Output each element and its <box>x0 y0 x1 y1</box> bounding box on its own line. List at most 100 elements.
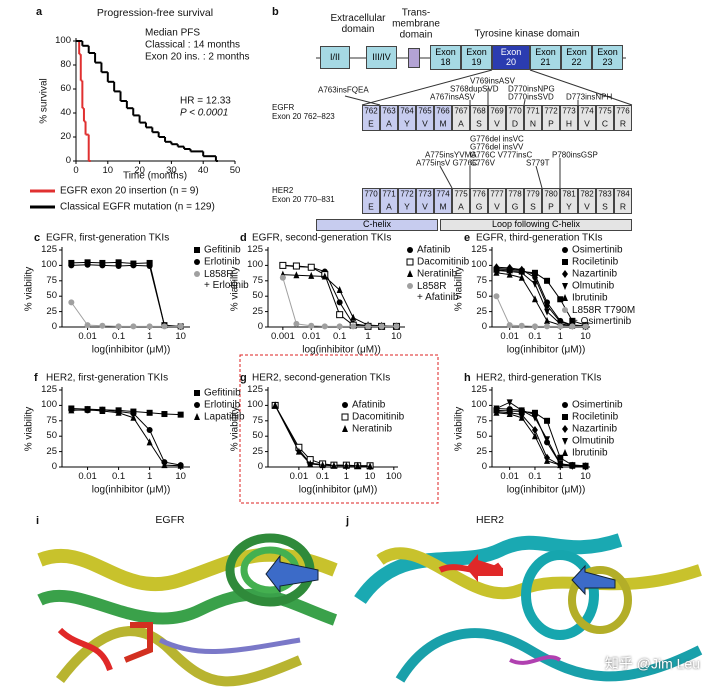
x-tick-label: 10 <box>580 330 591 342</box>
marker <box>99 262 106 269</box>
y-axis-label: % viability <box>453 266 465 311</box>
x-axis-label: log(inhibitor (μM)) <box>506 484 586 496</box>
marker <box>569 461 576 469</box>
residue-cell <box>506 105 524 131</box>
marker <box>518 407 525 415</box>
marker <box>582 462 589 470</box>
x-tick-label: 10 <box>391 330 402 342</box>
marker <box>367 462 374 470</box>
marker <box>84 261 91 268</box>
residue-cell <box>362 188 380 214</box>
residue-letter: S <box>602 201 608 212</box>
annotation: Exon 20 ins. : 2 months <box>145 51 250 63</box>
legend-marker <box>562 283 568 290</box>
residue-number: 775 <box>454 189 468 199</box>
residue-cell <box>434 188 452 214</box>
marker <box>130 262 137 269</box>
residue-cell <box>452 188 470 214</box>
legend-marker <box>341 413 349 421</box>
y-tick-label: 0 <box>257 460 263 472</box>
marker <box>531 295 538 303</box>
residue-number: 767 <box>454 106 468 116</box>
panel-title: HER2 <box>475 514 505 527</box>
region-bar: C-helix <box>316 219 438 231</box>
legend-label: Olmutinib <box>572 435 615 447</box>
legend-marker <box>562 402 568 408</box>
residue-number: 773 <box>562 106 576 116</box>
x-tick-label: 0 <box>73 164 79 176</box>
legend-marker <box>407 270 413 277</box>
y-tick-label: 50 <box>46 429 57 441</box>
y-tick-label: 50 <box>252 429 263 441</box>
residue-letter: A <box>386 201 392 212</box>
marker <box>544 316 551 324</box>
residue-letter: A <box>458 201 464 212</box>
marker <box>68 406 75 414</box>
insertion-label: G776C V777insC <box>470 150 533 160</box>
residue-letter: V <box>422 201 428 212</box>
residue-number: 782 <box>580 189 594 199</box>
dose-curve <box>496 412 586 467</box>
legend-marker <box>194 413 200 420</box>
residue-number: 764 <box>400 106 414 116</box>
domain-header: Tyrosine kinase domain <box>474 28 580 40</box>
marker <box>365 323 372 330</box>
residue-number: 770 <box>364 189 378 199</box>
marker <box>279 274 286 281</box>
legend-label: Osimertinib <box>572 244 623 256</box>
marker <box>531 426 538 435</box>
residue-number: 766 <box>436 106 450 116</box>
insertion-label: D773insNPH <box>566 92 613 102</box>
legend-label: Erlotinib <box>204 399 241 411</box>
marker <box>146 427 153 434</box>
x-tick-label: 0.1 <box>316 470 330 482</box>
panel-letter: a <box>36 5 43 18</box>
residue-cell <box>380 105 398 131</box>
x-tick-label: 0.01 <box>289 470 309 482</box>
legend-label: Neratinib <box>417 268 458 280</box>
y-tick-label: 0 <box>257 320 263 332</box>
y-tick-label: 100 <box>471 399 487 411</box>
residue-number: 772 <box>400 189 414 199</box>
row-label: HER2 Exon 20 770–831 <box>272 186 335 204</box>
exon-box: Exon 23 <box>592 45 623 70</box>
panel-letter: c <box>34 231 41 244</box>
residue-letter: M <box>439 118 447 129</box>
x-tick-label: 0.1 <box>111 330 126 342</box>
y-tick-label: 25 <box>476 305 487 317</box>
marker <box>531 280 538 288</box>
legend-label: L858R + Erlotinib <box>204 268 249 291</box>
marker <box>84 322 91 329</box>
residue-letter: C <box>601 118 609 129</box>
legend-label: Afatinib <box>417 244 451 256</box>
marker <box>544 417 551 424</box>
domain-box: I/II <box>320 46 350 69</box>
marker <box>146 259 153 266</box>
legend-label: Ibrutinib <box>572 292 608 304</box>
legend-label: L858R T790M + Osimertinib <box>572 304 636 327</box>
y-tick-label: 25 <box>46 445 57 457</box>
residue-number: 776 <box>472 189 486 199</box>
y-tick-label: 75 <box>476 274 487 286</box>
marker <box>544 308 551 316</box>
x-axis-label: log(inhibitor (μM)) <box>91 344 171 356</box>
marker <box>544 323 551 330</box>
marker <box>319 461 326 469</box>
residue-number: 784 <box>616 189 630 199</box>
panel-letter: d <box>240 231 247 244</box>
residue-letter: A <box>458 118 464 129</box>
residue-number: 783 <box>598 189 612 199</box>
legend-marker <box>194 402 200 408</box>
y-tick-label: 75 <box>252 414 263 426</box>
x-axis-label: log(inhibitor (μM)) <box>91 484 171 496</box>
chart-title: HER2, second-generation TKIs <box>252 372 391 384</box>
legend-label: Ibrutinib <box>572 447 608 459</box>
marker <box>146 438 153 446</box>
annotation: HR = 12.33 <box>180 95 231 107</box>
insertion-label: A767insASV <box>430 92 475 102</box>
y-tick-label: 75 <box>252 274 263 286</box>
residue-cell <box>542 188 560 214</box>
marker <box>518 322 525 329</box>
region-bar: Loop following C-helix <box>440 219 632 231</box>
